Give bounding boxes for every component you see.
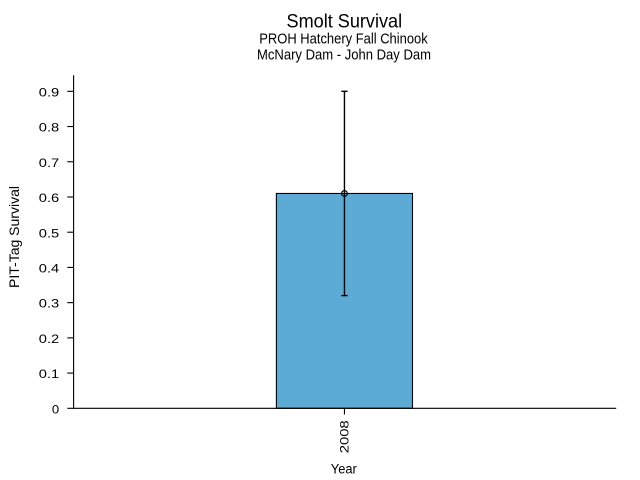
svg-text:0.8: 0.8 xyxy=(39,122,59,135)
svg-text:0.5: 0.5 xyxy=(39,227,59,240)
svg-text:0.7: 0.7 xyxy=(39,157,59,170)
svg-text:McNary Dam - John Day Dam: McNary Dam - John Day Dam xyxy=(257,48,431,64)
svg-text:0.1: 0.1 xyxy=(39,368,59,381)
svg-text:Year: Year xyxy=(331,462,358,477)
svg-text:0.3: 0.3 xyxy=(39,298,59,311)
svg-text:0: 0 xyxy=(52,403,59,416)
svg-text:0.4: 0.4 xyxy=(39,262,60,275)
svg-text:2008: 2008 xyxy=(339,420,352,453)
svg-text:0.6: 0.6 xyxy=(39,192,59,205)
svg-text:PIT-Tag Survival: PIT-Tag Survival xyxy=(7,186,22,288)
svg-text:Smolt Survival: Smolt Survival xyxy=(287,11,403,33)
svg-text:0.9: 0.9 xyxy=(39,86,59,99)
svg-text:0.2: 0.2 xyxy=(39,333,59,346)
svg-text:PROH Hatchery Fall Chinook: PROH Hatchery Fall Chinook xyxy=(259,31,428,47)
